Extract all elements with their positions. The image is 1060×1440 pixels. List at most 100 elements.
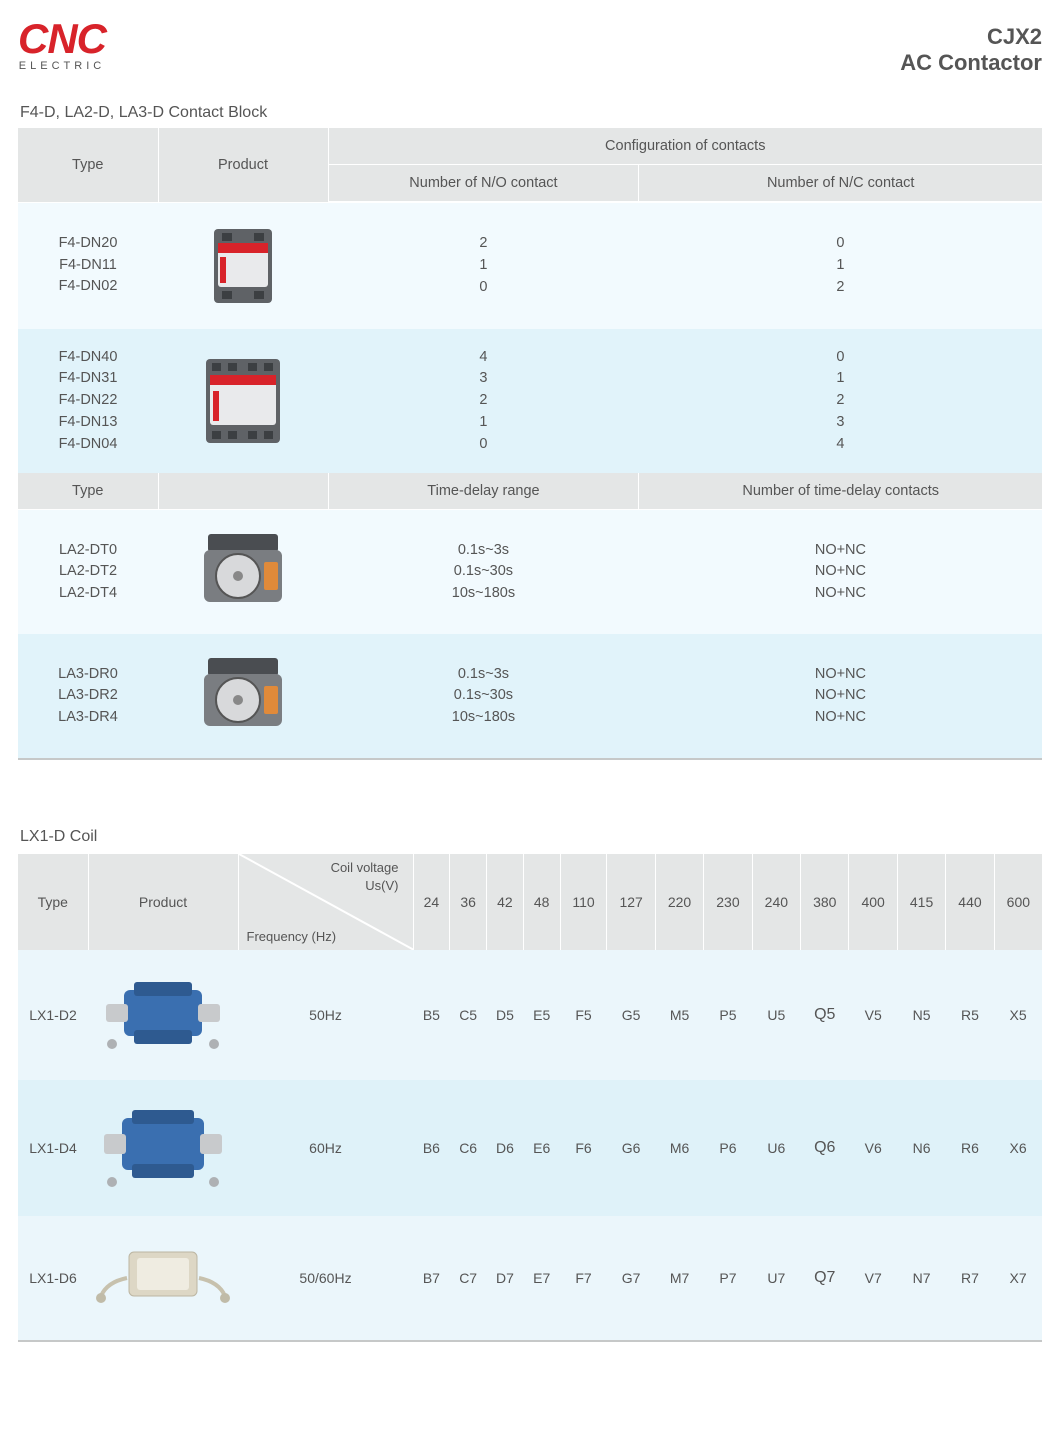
value-list: 4 3 2 1 0 bbox=[332, 347, 635, 456]
type-code: LA2-DT2 bbox=[22, 561, 154, 583]
code-value: G5 bbox=[607, 950, 655, 1080]
code-value: P6 bbox=[704, 1080, 752, 1216]
col-config: Configuration of contacts bbox=[328, 128, 1042, 165]
tdc-value: NO+NC bbox=[643, 664, 1038, 686]
voltage-col: 415 bbox=[897, 854, 945, 950]
coil-table: Type Product Coil voltage Us(V) Frequenc… bbox=[18, 854, 1042, 1342]
logo-subtext: ELECTRIC bbox=[18, 60, 106, 72]
voltage-col: 127 bbox=[607, 854, 655, 950]
code-value: D6 bbox=[487, 1080, 524, 1216]
type-code: LA2-DT4 bbox=[22, 583, 154, 605]
time-range: 0.1s~30s bbox=[332, 561, 635, 583]
no-value: 0 bbox=[332, 434, 635, 456]
col-product: Product bbox=[88, 854, 238, 950]
nc-value: 2 bbox=[643, 277, 1038, 299]
code-value: G6 bbox=[607, 1080, 655, 1216]
nc-value: 4 bbox=[643, 434, 1038, 456]
code-value: P5 bbox=[704, 950, 752, 1080]
col-nc-contact: Number of N/C contact bbox=[639, 165, 1042, 203]
code-value: F5 bbox=[560, 950, 607, 1080]
coil-type: LX1-D4 bbox=[18, 1080, 88, 1216]
value-list: 0.1s~3s 0.1s~30s 10s~180s bbox=[332, 540, 635, 605]
code-value: B6 bbox=[413, 1080, 450, 1216]
type-code: F4-DN31 bbox=[22, 368, 154, 390]
no-value: 1 bbox=[332, 255, 635, 277]
time-range: 10s~180s bbox=[332, 583, 635, 605]
contact-block-table: Type Product Configuration of contacts N… bbox=[18, 128, 1042, 760]
code-value: X5 bbox=[994, 950, 1042, 1080]
coil-freq: 50/60Hz bbox=[238, 1216, 413, 1341]
voltage-col: 440 bbox=[946, 854, 994, 950]
col-product: Product bbox=[158, 128, 328, 202]
type-code: F4-DN11 bbox=[22, 255, 154, 277]
code-value: D7 bbox=[487, 1216, 524, 1341]
code-value: N7 bbox=[897, 1216, 945, 1341]
type-code: F4-DN13 bbox=[22, 412, 154, 434]
coil-type: LX1-D6 bbox=[18, 1216, 88, 1341]
code-value: G7 bbox=[607, 1216, 655, 1341]
type-code: LA3-DR4 bbox=[22, 707, 154, 729]
code-value: D5 bbox=[487, 950, 524, 1080]
value-list: 0.1s~3s 0.1s~30s 10s~180s bbox=[332, 664, 635, 729]
coil-freq: 50Hz bbox=[238, 950, 413, 1080]
code-value: U7 bbox=[752, 1216, 800, 1341]
code-value: Q5 bbox=[801, 950, 849, 1080]
type-code: LA3-DR0 bbox=[22, 664, 154, 686]
voltage-col: 230 bbox=[704, 854, 752, 950]
type-code: F4-DN40 bbox=[22, 347, 154, 369]
voltage-col: 380 bbox=[801, 854, 849, 950]
diag-label: Frequency (Hz) bbox=[247, 929, 337, 944]
code-value: Q6 bbox=[801, 1080, 849, 1216]
code-value: X6 bbox=[994, 1080, 1042, 1216]
code-value: E6 bbox=[523, 1080, 560, 1216]
code-value: V5 bbox=[849, 950, 897, 1080]
type-list: F4-DN20 F4-DN11 F4-DN02 bbox=[22, 233, 154, 298]
voltage-col: 240 bbox=[752, 854, 800, 950]
code-value: F7 bbox=[560, 1216, 607, 1341]
code-value: R5 bbox=[946, 950, 994, 1080]
nc-value: 1 bbox=[643, 255, 1038, 277]
code-value: R6 bbox=[946, 1080, 994, 1216]
code-value: N5 bbox=[897, 950, 945, 1080]
nc-value: 3 bbox=[643, 412, 1038, 434]
code-value: V6 bbox=[849, 1080, 897, 1216]
col-type: Type bbox=[18, 854, 88, 950]
tdc-value: NO+NC bbox=[643, 707, 1038, 729]
no-value: 1 bbox=[332, 412, 635, 434]
code-value: X7 bbox=[994, 1216, 1042, 1341]
no-value: 2 bbox=[332, 390, 635, 412]
type-code: F4-DN04 bbox=[22, 434, 154, 456]
voltage-col: 24 bbox=[413, 854, 450, 950]
no-value: 3 bbox=[332, 368, 635, 390]
type-code: F4-DN22 bbox=[22, 390, 154, 412]
code-value: N6 bbox=[897, 1080, 945, 1216]
coil-type: LX1-D2 bbox=[18, 950, 88, 1080]
table-row: F4-DN40 F4-DN31 F4-DN22 F4-DN13 F4-DN04 … bbox=[18, 329, 1042, 474]
nc-value: 1 bbox=[643, 368, 1038, 390]
type-code: LA3-DR2 bbox=[22, 685, 154, 707]
time-range: 10s~180s bbox=[332, 707, 635, 729]
coil-blue-icon bbox=[98, 1102, 228, 1194]
no-value: 0 bbox=[332, 277, 635, 299]
code-value: V7 bbox=[849, 1216, 897, 1341]
type-list: LA2-DT0 LA2-DT2 LA2-DT4 bbox=[22, 540, 154, 605]
section-title-contact-block: F4-D, LA2-D, LA3-D Contact Block bbox=[20, 104, 1042, 122]
time-range: 0.1s~3s bbox=[332, 540, 635, 562]
code-value: R7 bbox=[946, 1216, 994, 1341]
col-no-contact: Number of N/O contact bbox=[328, 165, 639, 203]
code-value: M6 bbox=[655, 1080, 703, 1216]
code-value: B7 bbox=[413, 1216, 450, 1341]
type-list: F4-DN40 F4-DN31 F4-DN22 F4-DN13 F4-DN04 bbox=[22, 347, 154, 456]
voltage-col: 600 bbox=[994, 854, 1042, 950]
code-value: U6 bbox=[752, 1080, 800, 1216]
tdc-value: NO+NC bbox=[643, 561, 1038, 583]
page-subtitle: AC Contactor bbox=[900, 50, 1042, 76]
timer-module-icon bbox=[198, 528, 288, 616]
code-value: C7 bbox=[450, 1216, 487, 1341]
coil-blue-icon bbox=[98, 972, 228, 1058]
voltage-col: 36 bbox=[450, 854, 487, 950]
voltage-col: 220 bbox=[655, 854, 703, 950]
table-row: LX1-D4 60Hz B6 C6 D6 E6 F6 G6 M6 P6 U6 Q… bbox=[18, 1080, 1042, 1216]
brand-logo: CNC ELECTRIC bbox=[18, 20, 106, 72]
col-type: Type bbox=[18, 473, 158, 510]
